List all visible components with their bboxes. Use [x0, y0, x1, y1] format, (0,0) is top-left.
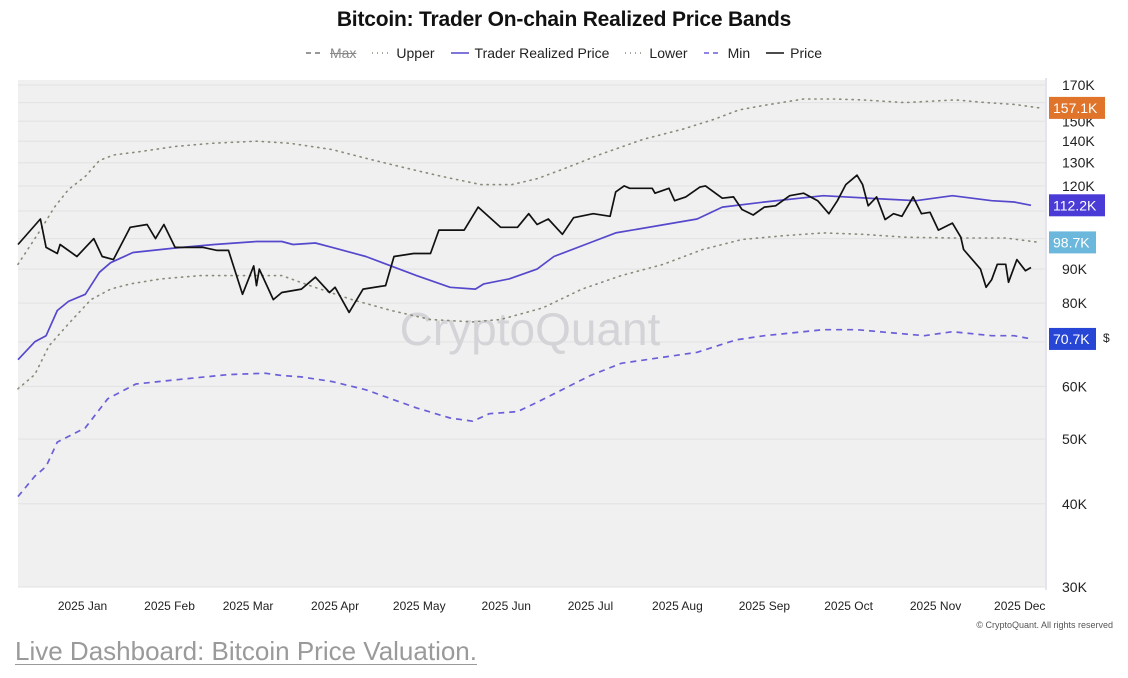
legend: Max Upper Trader Realized Price Lower Min Pri…: [0, 45, 1128, 61]
legend-label: Trader Realized Price: [474, 45, 610, 61]
legend-item-trader-realized-price[interactable]: Trader Realized Price: [450, 45, 610, 61]
badge-background: [1049, 96, 1105, 119]
x-axis: 2025 Jan 2025 Feb 2025 Mar 2025 Apr 2025 May…: [58, 599, 1046, 613]
y-tick-label: 90K: [1062, 261, 1088, 277]
x-tick-label: 2025 Mar: [223, 599, 274, 613]
last-value-badges: 157.1K 112.2K 98.7K 70.7K: [1049, 96, 1105, 350]
series-trader-realized-price-line: [17, 194, 1032, 361]
series-group: [17, 98, 1041, 498]
legend-label: Max: [329, 45, 357, 61]
badge-label: 157.1K: [1053, 100, 1098, 116]
legend-label: Upper: [396, 45, 435, 61]
badge-label: 70.7K: [1053, 331, 1090, 347]
y-tick-label: 120K: [1062, 178, 1095, 194]
series-min-line: [17, 328, 1032, 498]
badge-trader-realized-price: 112.2K: [1049, 194, 1105, 217]
legend-swatch-icon: [305, 52, 324, 54]
y-tick-label: 60K: [1062, 378, 1088, 394]
legend-item-price[interactable]: Price: [766, 45, 822, 61]
x-tick-label: 2025 Jul: [568, 599, 613, 613]
x-tick-label: 2025 Nov: [910, 599, 961, 613]
y-tick-label: 80K: [1062, 295, 1088, 311]
legend-swatch-icon: [703, 52, 722, 54]
x-tick-label: 2025 Apr: [311, 599, 359, 613]
x-tick-label: 2025 May: [393, 599, 446, 613]
series-price-line: [17, 174, 1032, 314]
copyright: © CryptoQuant. All rights reserved: [976, 620, 1113, 630]
y-tick-label: 140K: [1062, 133, 1095, 149]
y-tick-label: 130K: [1062, 155, 1095, 171]
badge-label: 112.2K: [1053, 197, 1097, 213]
dollar-symbol: $: [1103, 331, 1110, 345]
legend-label: Min: [727, 45, 751, 61]
y-tick-label: 40K: [1062, 496, 1088, 512]
gridlines: [18, 84, 1045, 588]
legend-swatch-icon: [766, 52, 785, 54]
x-tick-label: 2025 Oct: [824, 599, 873, 613]
plot-background: [18, 80, 1045, 587]
badge-background: [1049, 327, 1096, 350]
watermark: CryptoQuant: [400, 303, 661, 355]
y-tick-label: 50K: [1062, 431, 1088, 447]
legend-label: Price: [790, 45, 823, 61]
dashboard-link[interactable]: Live Dashboard: Bitcoin Price Valuation.: [15, 636, 477, 666]
x-tick-label: 2025 Sep: [739, 599, 791, 613]
legend-swatch-icon: [625, 52, 644, 54]
x-tick-label: 2025 Feb: [144, 599, 195, 613]
legend-item-min[interactable]: Min: [703, 45, 751, 61]
y-tick-label: 30K: [1062, 579, 1088, 595]
series-lower-line: [17, 232, 1041, 390]
badge-background: [1049, 231, 1096, 254]
legend-item-lower[interactable]: Lower: [625, 45, 688, 61]
x-tick-label: 2025 Dec: [994, 599, 1045, 613]
chart-title: Bitcoin: Trader On-chain Realized Price …: [336, 8, 792, 31]
legend-label: Lower: [649, 45, 688, 61]
badge-label: 98.7K: [1053, 234, 1090, 250]
legend-swatch-icon: [450, 52, 469, 54]
x-tick-label: 2025 Jun: [482, 599, 531, 613]
legend-item-upper[interactable]: Upper: [372, 45, 435, 61]
x-tick-label: 2025 Aug: [652, 599, 703, 613]
y-tick-label: 170K: [1062, 77, 1095, 93]
badge-lower: 98.7K: [1049, 231, 1096, 254]
x-tick-label: 2025 Jan: [58, 599, 107, 613]
legend-item-max[interactable]: Max: [305, 45, 357, 61]
badge-upper: 157.1K: [1049, 96, 1105, 119]
badge-min: 70.7K: [1049, 327, 1096, 350]
badge-background: [1049, 194, 1105, 217]
legend-swatch-icon: [372, 52, 391, 54]
